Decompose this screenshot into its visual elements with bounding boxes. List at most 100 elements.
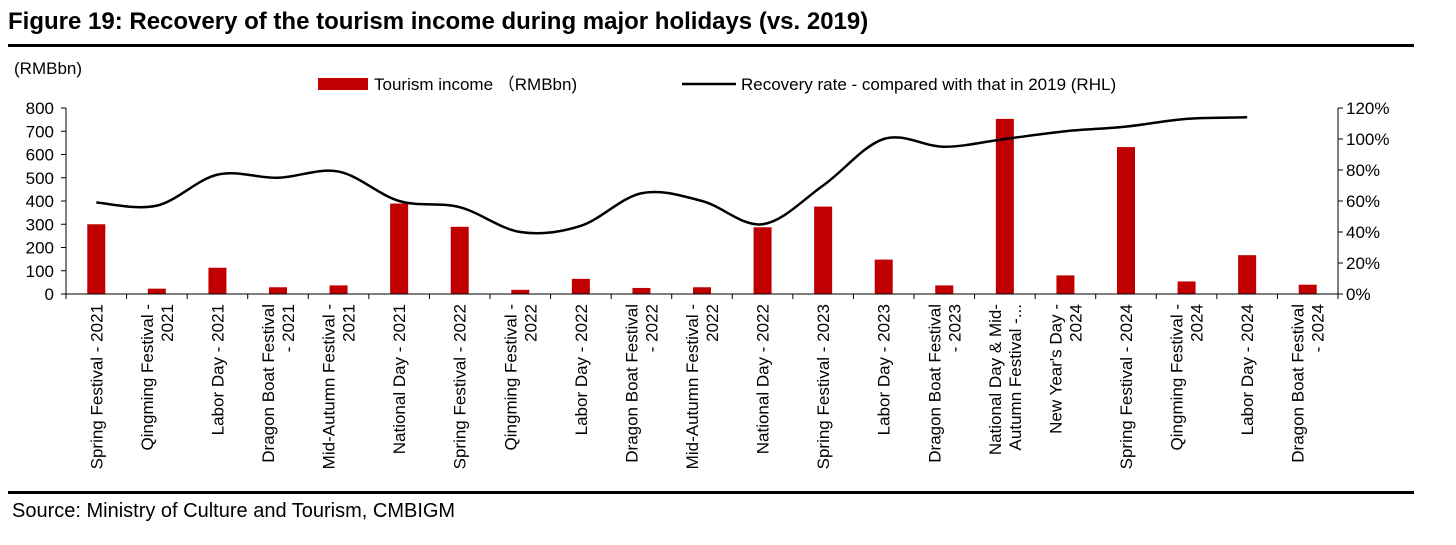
x-tick-label-line: - 2023 xyxy=(945,304,964,352)
x-tick-label-line: Spring Festival - 2021 xyxy=(87,304,106,469)
left-tick-label: 100 xyxy=(26,262,54,281)
x-tick-label: Spring Festival - 2024 xyxy=(1117,304,1136,469)
x-tick-label-line: 2024 xyxy=(1188,304,1207,342)
x-tick-label-line: Labor Day - 2022 xyxy=(572,304,591,435)
right-tick-label: 80% xyxy=(1346,161,1380,180)
x-tick-label-line: Labor Day - 2024 xyxy=(1238,304,1257,435)
x-tick-label-line: Dragon Boat Festival xyxy=(259,304,278,463)
x-tick-label: National Day & Mid-Autumn Festival -... xyxy=(986,304,1025,455)
bar xyxy=(814,206,833,294)
legend: Tourism income （RMBbn) Recovery rate - c… xyxy=(318,75,1116,94)
x-tick-label: Labor Day - 2023 xyxy=(875,304,894,435)
bar xyxy=(874,259,893,294)
bar xyxy=(329,285,348,294)
x-tick-label-line: 2022 xyxy=(521,304,540,342)
bar xyxy=(693,287,711,294)
bar xyxy=(87,224,106,294)
left-tick-label: 800 xyxy=(26,99,54,118)
legend-bar-label: Tourism income （RMBbn) xyxy=(374,75,577,94)
x-tick-label: Dragon Boat Festival- 2024 xyxy=(1289,304,1328,463)
left-tick-label: 500 xyxy=(26,169,54,188)
x-tick-label-line: - 2024 xyxy=(1309,304,1328,352)
bar xyxy=(632,287,651,294)
left-axis-unit: (RMBbn) xyxy=(14,59,82,78)
x-tick-label-line: New Year's Day - xyxy=(1046,304,1065,434)
x-tick-label: Labor Day - 2021 xyxy=(208,304,227,435)
x-tick-label-line: Qingming Festival - xyxy=(1168,304,1187,450)
x-tick-label-line: Qingming Festival - xyxy=(501,304,520,450)
plot-area: 0 100 200 300 400 500 600 700 800 0% 20% 40% 60% 80% 1… xyxy=(26,99,1390,469)
right-tick-label: 20% xyxy=(1346,254,1380,273)
x-tick-label-line: Labor Day - 2021 xyxy=(208,304,227,435)
right-tick-label: 60% xyxy=(1346,192,1380,211)
x-tick-label: Qingming Festival -2022 xyxy=(501,304,540,450)
bar xyxy=(571,278,590,294)
x-tick-label-line: 2024 xyxy=(1066,304,1085,342)
x-tick-label-line: National Day & Mid- xyxy=(986,304,1005,455)
x-tick-label-line: 2021 xyxy=(340,304,359,342)
left-tick-label: 0 xyxy=(45,285,54,304)
x-tick-label: National Day - 2021 xyxy=(390,304,409,454)
x-tick-label-line: Spring Festival - 2022 xyxy=(451,304,470,469)
left-tick-label: 400 xyxy=(26,192,54,211)
x-tick-label-line: Dragon Boat Festival xyxy=(1289,304,1308,463)
x-tick-label: New Year's Day -2024 xyxy=(1046,304,1085,434)
x-tick-label-line: 2021 xyxy=(158,304,177,342)
x-tick-label: National Day - 2022 xyxy=(754,304,773,454)
x-tick-label: Labor Day - 2022 xyxy=(572,304,591,435)
recovery-rate-line xyxy=(96,116,1248,235)
left-tick-label: 300 xyxy=(26,215,54,234)
x-tick-label-line: Qingming Festival - xyxy=(138,304,157,450)
source-note: Source: Ministry of Culture and Tourism,… xyxy=(12,500,456,522)
x-tick-label-line: Mid-Autumn Festival - xyxy=(683,304,702,469)
left-tick-label: 600 xyxy=(26,146,54,165)
bottom-rule xyxy=(8,491,1414,494)
left-tick-label: 200 xyxy=(26,239,54,258)
bar xyxy=(390,203,409,294)
x-tick-label-line: Mid-Autumn Festival - xyxy=(320,304,339,469)
legend-bar-swatch xyxy=(318,78,368,90)
x-tick-label-line: Autumn Festival -... xyxy=(1006,304,1025,450)
x-tick-label-line: Spring Festival - 2023 xyxy=(814,304,833,469)
bar xyxy=(935,285,954,294)
x-tick-label-line: 2022 xyxy=(703,304,722,342)
x-tick-label-line: Labor Day - 2023 xyxy=(875,304,894,435)
x-tick-label-line: Spring Festival - 2024 xyxy=(1117,304,1136,469)
bar xyxy=(208,267,227,294)
x-tick-label: Labor Day - 2024 xyxy=(1238,304,1257,435)
bar xyxy=(1238,255,1257,294)
left-tick-label: 700 xyxy=(26,122,54,141)
legend-line-label: Recovery rate - compared with that in 20… xyxy=(741,75,1116,94)
x-tick-label-line: National Day - 2021 xyxy=(390,304,409,454)
x-tick-label-line: - 2022 xyxy=(642,304,661,352)
right-tick-label: 0% xyxy=(1346,285,1371,304)
x-tick-label: Qingming Festival -2021 xyxy=(138,304,177,450)
x-tick-label: Spring Festival - 2022 xyxy=(451,304,470,469)
x-tick-label: Dragon Boat Festival- 2021 xyxy=(259,304,298,463)
right-tick-label: 40% xyxy=(1346,223,1380,242)
x-tick-label: Spring Festival - 2021 xyxy=(87,304,106,469)
bar xyxy=(753,227,772,294)
x-tick-label-line: - 2021 xyxy=(279,304,298,352)
top-rule xyxy=(8,44,1414,47)
right-tick-label: 100% xyxy=(1346,130,1389,149)
x-tick-label: Dragon Boat Festival- 2023 xyxy=(925,304,964,463)
bar xyxy=(147,288,166,294)
bar xyxy=(995,118,1014,295)
x-tick-label: Spring Festival - 2023 xyxy=(814,304,833,469)
x-tick-label-line: Dragon Boat Festival xyxy=(925,304,944,463)
bar xyxy=(1117,147,1135,294)
bar xyxy=(269,287,287,294)
bar xyxy=(1177,281,1196,294)
x-tick-label-line: National Day - 2022 xyxy=(754,304,773,454)
figure-title: Figure 19: Recovery of the tourism incom… xyxy=(8,8,869,35)
x-tick-label: Mid-Autumn Festival -2022 xyxy=(683,304,722,469)
chart: (RMBbn) Tourism income （RMBbn) Recovery … xyxy=(14,59,1390,469)
x-tick-label: Dragon Boat Festival- 2022 xyxy=(622,304,661,463)
bar xyxy=(450,226,469,294)
x-tick-label-line: Dragon Boat Festival xyxy=(622,304,641,463)
x-tick-label: Mid-Autumn Festival -2021 xyxy=(320,304,359,469)
bar xyxy=(1056,275,1075,294)
right-tick-label: 120% xyxy=(1346,99,1389,118)
bar xyxy=(511,289,530,294)
